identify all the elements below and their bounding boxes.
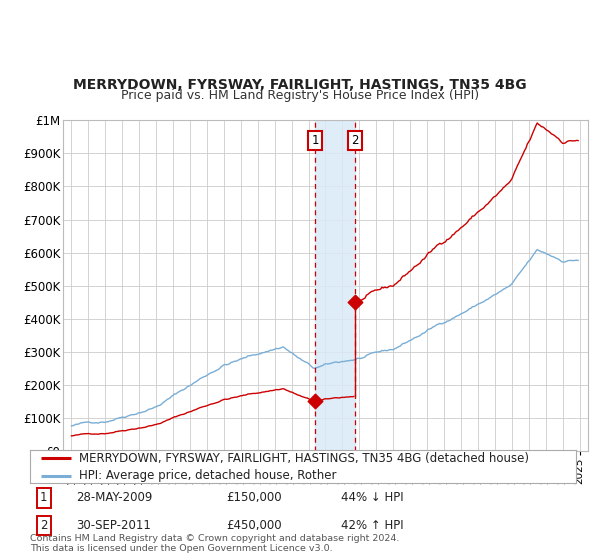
Text: 2: 2 xyxy=(352,134,359,147)
Text: 2: 2 xyxy=(40,519,47,532)
Text: 44% ↓ HPI: 44% ↓ HPI xyxy=(341,491,404,504)
Point xyxy=(350,298,360,307)
Bar xyxy=(315,120,355,451)
Text: 42% ↑ HPI: 42% ↑ HPI xyxy=(341,519,404,532)
Text: 30-SEP-2011: 30-SEP-2011 xyxy=(76,519,151,532)
Text: This data is licensed under the Open Government Licence v3.0.: This data is licensed under the Open Gov… xyxy=(30,544,332,553)
Text: MERRYDOWN, FYRSWAY, FAIRLIGHT, HASTINGS, TN35 4BG (detached house): MERRYDOWN, FYRSWAY, FAIRLIGHT, HASTINGS,… xyxy=(79,452,529,465)
Text: £150,000: £150,000 xyxy=(227,491,282,504)
Text: 1: 1 xyxy=(40,491,47,504)
Text: HPI: Average price, detached house, Rother: HPI: Average price, detached house, Roth… xyxy=(79,469,337,482)
Text: 28-MAY-2009: 28-MAY-2009 xyxy=(76,491,153,504)
Text: Contains HM Land Registry data © Crown copyright and database right 2024.: Contains HM Land Registry data © Crown c… xyxy=(30,534,400,543)
Text: 1: 1 xyxy=(311,134,319,147)
Text: MERRYDOWN, FYRSWAY, FAIRLIGHT, HASTINGS, TN35 4BG: MERRYDOWN, FYRSWAY, FAIRLIGHT, HASTINGS,… xyxy=(73,78,527,92)
Point xyxy=(310,396,320,405)
Text: £450,000: £450,000 xyxy=(227,519,282,532)
Text: Price paid vs. HM Land Registry's House Price Index (HPI): Price paid vs. HM Land Registry's House … xyxy=(121,89,479,102)
